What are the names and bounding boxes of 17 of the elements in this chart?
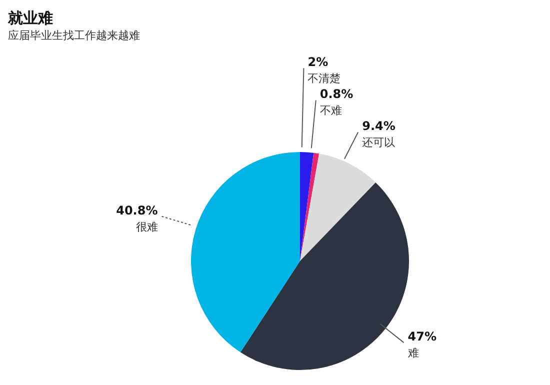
pie-slice	[240, 182, 409, 370]
chart-title: 就业难	[8, 8, 54, 28]
chart-subtitle: 应届毕业生找工作越来越难	[8, 28, 141, 44]
pie-slice	[300, 152, 320, 261]
data-label: 40.8%	[116, 203, 158, 218]
slice-label: 不清楚	[308, 72, 341, 86]
pie-slice	[300, 152, 314, 261]
data-label: 2%	[308, 55, 328, 70]
slice-label: 不难	[320, 104, 342, 118]
data-label: 47%	[408, 330, 436, 344]
pie-slice	[191, 152, 300, 352]
slice-label: 难	[408, 346, 419, 360]
pie-slice	[300, 154, 376, 261]
data-label: 9.4%	[362, 119, 396, 134]
slice-label: 很难	[136, 220, 158, 234]
slice-label: 还可以	[362, 136, 396, 150]
data-label: 0.8%	[320, 87, 354, 102]
